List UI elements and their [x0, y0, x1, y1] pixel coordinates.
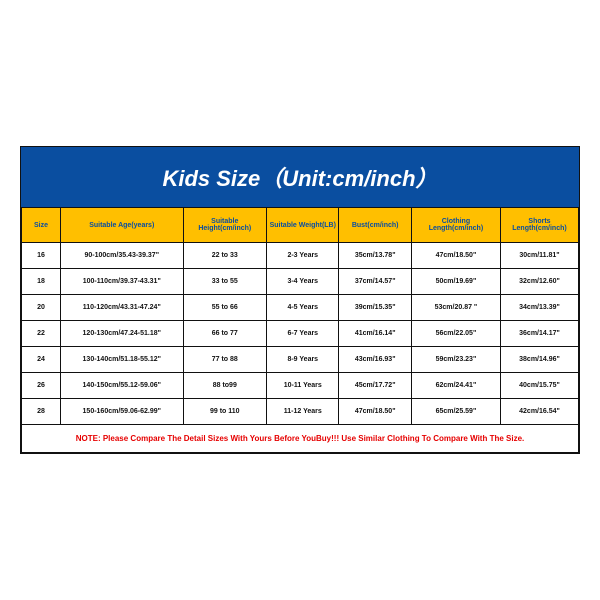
cell-2-6: 34cm/13.39" [500, 295, 578, 321]
cell-4-6: 38cm/14.96" [500, 347, 578, 373]
chart-title: Kids Size（Unit:cm/inch） [21, 147, 579, 207]
cell-4-5: 59cm/23.23" [411, 347, 500, 373]
cell-6-6: 42cm/16.54" [500, 399, 578, 425]
cell-5-2: 88 to99 [183, 373, 267, 399]
cell-5-1: 140-150cm/55.12-59.06" [60, 373, 183, 399]
cell-2-2: 55 to 66 [183, 295, 267, 321]
cell-0-4: 35cm/13.78" [339, 243, 411, 269]
col-header-4: Bust(cm/inch) [339, 208, 411, 243]
size-table: SizeSuitable Age(years)Suitable Height(c… [21, 207, 579, 453]
cell-6-4: 47cm/18.50" [339, 399, 411, 425]
cell-5-0: 26 [22, 373, 61, 399]
cell-4-3: 8-9 Years [267, 347, 339, 373]
note-text: NOTE: Please Compare The Detail Sizes Wi… [22, 425, 579, 453]
cell-4-0: 24 [22, 347, 61, 373]
cell-1-2: 33 to 55 [183, 269, 267, 295]
header-row: SizeSuitable Age(years)Suitable Height(c… [22, 208, 579, 243]
cell-1-6: 32cm/12.60" [500, 269, 578, 295]
cell-2-4: 39cm/15.35" [339, 295, 411, 321]
cell-5-4: 45cm/17.72" [339, 373, 411, 399]
cell-5-6: 40cm/15.75" [500, 373, 578, 399]
cell-6-5: 65cm/25.59" [411, 399, 500, 425]
table-head: SizeSuitable Age(years)Suitable Height(c… [22, 208, 579, 243]
cell-2-5: 53cm/20.87 " [411, 295, 500, 321]
col-header-5: Clothing Length(cm/inch) [411, 208, 500, 243]
cell-5-5: 62cm/24.41" [411, 373, 500, 399]
cell-6-2: 99 to 110 [183, 399, 267, 425]
cell-6-3: 11-12 Years [267, 399, 339, 425]
cell-1-0: 18 [22, 269, 61, 295]
cell-2-1: 110-120cm/43.31-47.24" [60, 295, 183, 321]
table-row: 28150-160cm/59.06-62.99"99 to 11011-12 Y… [22, 399, 579, 425]
cell-3-0: 22 [22, 321, 61, 347]
size-chart-frame: Kids Size（Unit:cm/inch） SizeSuitable Age… [20, 146, 580, 454]
table-row: 20110-120cm/43.31-47.24"55 to 664-5 Year… [22, 295, 579, 321]
table-row: 22120-130cm/47.24-51.18"66 to 776-7 Year… [22, 321, 579, 347]
col-header-1: Suitable Age(years) [60, 208, 183, 243]
cell-6-1: 150-160cm/59.06-62.99" [60, 399, 183, 425]
cell-0-6: 30cm/11.81" [500, 243, 578, 269]
cell-2-3: 4-5 Years [267, 295, 339, 321]
cell-4-1: 130-140cm/51.18-55.12" [60, 347, 183, 373]
table-body: 1690-100cm/35.43-39.37"22 to 332-3 Years… [22, 243, 579, 453]
cell-0-2: 22 to 33 [183, 243, 267, 269]
cell-2-0: 20 [22, 295, 61, 321]
cell-6-0: 28 [22, 399, 61, 425]
col-header-3: Suitable Weight(LB) [267, 208, 339, 243]
cell-3-6: 36cm/14.17" [500, 321, 578, 347]
col-header-0: Size [22, 208, 61, 243]
cell-1-4: 37cm/14.57" [339, 269, 411, 295]
col-header-6: Shorts Length(cm/inch) [500, 208, 578, 243]
cell-4-2: 77 to 88 [183, 347, 267, 373]
table-row: 1690-100cm/35.43-39.37"22 to 332-3 Years… [22, 243, 579, 269]
cell-0-3: 2-3 Years [267, 243, 339, 269]
cell-5-3: 10-11 Years [267, 373, 339, 399]
col-header-2: Suitable Height(cm/inch) [183, 208, 267, 243]
table-row: 18100-110cm/39.37-43.31"33 to 553-4 Year… [22, 269, 579, 295]
cell-3-5: 56cm/22.05" [411, 321, 500, 347]
cell-1-1: 100-110cm/39.37-43.31" [60, 269, 183, 295]
cell-4-4: 43cm/16.93" [339, 347, 411, 373]
cell-3-1: 120-130cm/47.24-51.18" [60, 321, 183, 347]
cell-3-4: 41cm/16.14" [339, 321, 411, 347]
table-row: 26140-150cm/55.12-59.06"88 to9910-11 Yea… [22, 373, 579, 399]
cell-1-3: 3-4 Years [267, 269, 339, 295]
cell-0-5: 47cm/18.50" [411, 243, 500, 269]
cell-0-1: 90-100cm/35.43-39.37" [60, 243, 183, 269]
cell-0-0: 16 [22, 243, 61, 269]
cell-3-3: 6-7 Years [267, 321, 339, 347]
note-row: NOTE: Please Compare The Detail Sizes Wi… [22, 425, 579, 453]
cell-3-2: 66 to 77 [183, 321, 267, 347]
cell-1-5: 50cm/19.69" [411, 269, 500, 295]
table-row: 24130-140cm/51.18-55.12"77 to 888-9 Year… [22, 347, 579, 373]
